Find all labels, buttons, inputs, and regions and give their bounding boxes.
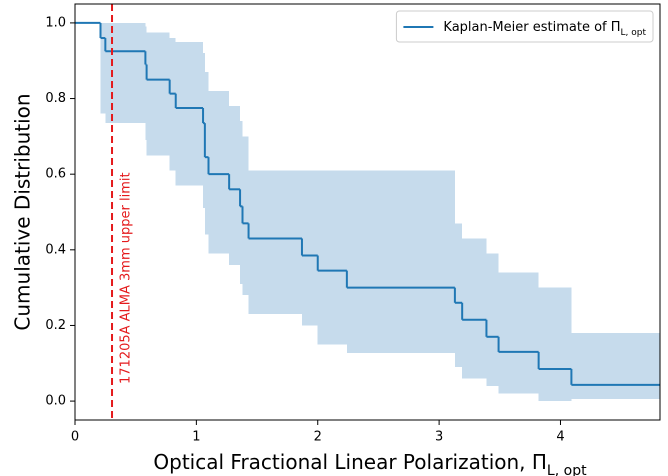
y-axis-label: Cumulative Distribution (11, 93, 35, 330)
legend-label-subscript: L, opt (621, 28, 647, 38)
confidence-band (571, 333, 660, 400)
y-tick-label: 0.0 (45, 394, 66, 409)
confidence-band (204, 72, 209, 235)
x-axis-label-text: Optical Fractional Linear Polarization, … (153, 450, 547, 474)
legend-box (395, 10, 654, 43)
confidence-band (146, 32, 170, 156)
x-tick-label: 3 (435, 430, 443, 445)
annotation-text: 171205A ALMA 3mm upper limit (119, 172, 134, 384)
y-tick-label: 1.0 (45, 15, 66, 30)
confidence-band (346, 170, 455, 354)
y-tick-label: 0.8 (45, 91, 66, 106)
x-tick-label: 0 (71, 430, 79, 445)
confidence-band (169, 38, 176, 171)
confidence-band (538, 287, 572, 402)
plot-frame (74, 3, 661, 421)
confidence-band (208, 90, 230, 254)
confidence-band (486, 253, 499, 386)
confidence-band (301, 170, 318, 326)
y-tick-label: 0.2 (45, 318, 66, 333)
x-axis-label: Optical Fractional Linear Polarization, … (153, 450, 587, 476)
x-tick-label: 1 (192, 430, 200, 445)
legend: Kaplan-Meier estimate of ΠL, opt (395, 10, 654, 43)
confidence-band (454, 223, 463, 368)
y-tick-label: 0.4 (45, 242, 66, 257)
x-tick-label: 2 (314, 430, 322, 445)
confidence-band (175, 41, 204, 186)
confidence-band (242, 136, 249, 296)
x-tick-label: 4 (556, 430, 564, 445)
legend-label: Kaplan-Meier estimate of ΠL, opt (443, 20, 646, 38)
legend-label-text: Kaplan-Meier estimate of Π (443, 20, 620, 35)
confidence-band (145, 26, 147, 141)
confidence-band (240, 121, 243, 284)
y-tick-label: 0.6 (45, 167, 66, 182)
confidence-band (462, 238, 487, 379)
confidence-band (229, 106, 241, 265)
x-axis-label-subscript: L, opt (547, 463, 587, 476)
confidence-band (100, 22, 106, 114)
confidence-band (248, 170, 302, 315)
confidence-band (498, 272, 539, 394)
confidence-band (317, 170, 347, 345)
